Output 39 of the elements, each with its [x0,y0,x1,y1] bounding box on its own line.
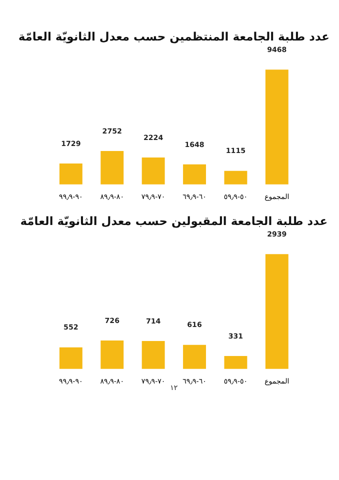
x-tick-label: ٦٠-٦٩٫٩ [182,192,206,201]
data-label: 552 [64,322,78,332]
x-tick-label: المجموع [264,192,290,201]
data-label: 726 [104,316,120,325]
data-label: 331 [228,331,244,340]
chart-title: عدد طلبة الجامعة المنتظمين حسب معدل الثانويّة العامّة [18,30,330,44]
data-label: 616 [187,320,202,330]
x-tick-label: ٨٠-٨٩٫٩ [100,192,124,201]
data-label: 2939 [267,229,287,238]
x-tick-label: المجموع [264,376,290,386]
bar [100,340,124,369]
x-tick-label: ٧٠-٧٩٫٩ [141,192,166,201]
bar [183,344,206,369]
bar [265,254,288,369]
bar [59,347,82,369]
x-tick-label: ٩٠-٩٩٫٩ [59,192,83,201]
bar [100,151,124,184]
data-label: 9468 [267,44,287,54]
x-tick-label: ٦٠-٦٩٫٩ [182,376,206,386]
data-label: 1648 [184,140,204,149]
x-tick-label: ٨٠-٨٩٫٩ [100,376,124,386]
data-label: 1115 [226,146,246,156]
bar [142,157,165,184]
text: ١٢ [170,383,178,392]
x-tick-label: ٧٠-٧٩٫٩ [141,376,166,386]
data-label: 1729 [61,138,81,148]
data-label: 714 [146,316,161,326]
bar [59,163,82,184]
data-label: 2224 [144,132,164,142]
x-tick-label: ٥٠-٥٩٫٩ [224,376,248,386]
data-label: 2752 [102,126,122,136]
bar [183,164,206,184]
x-tick-label: ٩٠-٩٩٫٩ [59,376,83,386]
x-tick-label: ٥٠-٥٩٫٩ [224,192,248,201]
chart-title: عدد طلبة الجامعة المقبولين حسب معدل الثانويّة العامّة [20,214,328,228]
bar [224,356,248,369]
bar [224,170,248,184]
bar [265,70,288,184]
bar [142,341,165,369]
